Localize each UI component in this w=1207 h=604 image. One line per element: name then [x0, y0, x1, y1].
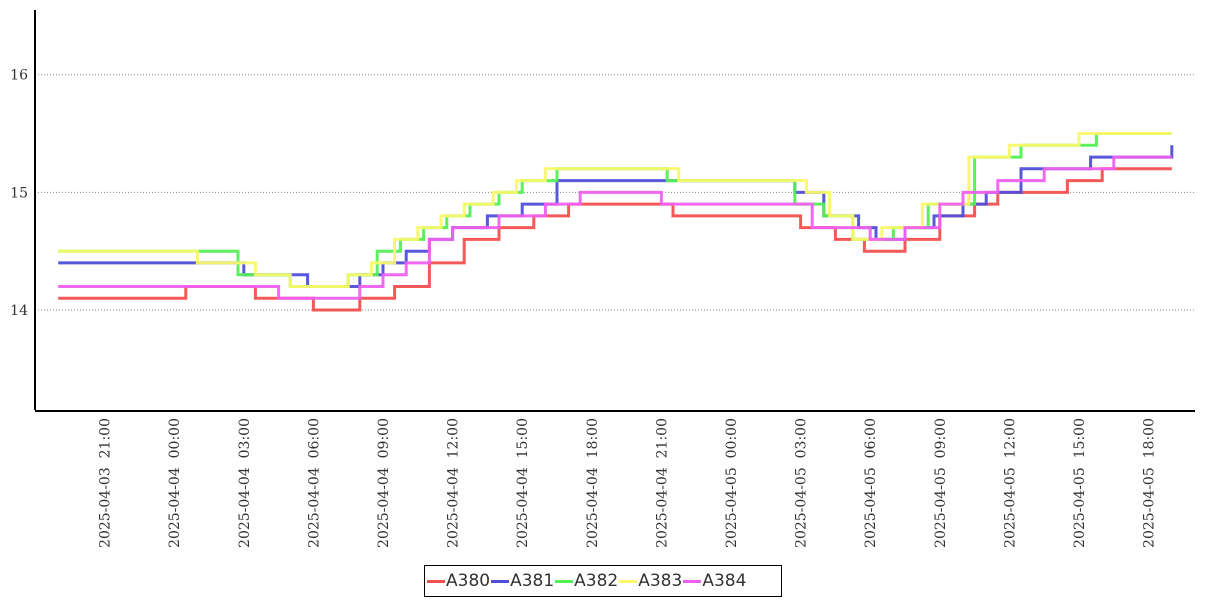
- series-lines: [58, 132, 1174, 312]
- chart-legend: A380 A381 A382 A383 A384: [424, 565, 782, 597]
- legend-item: A384: [683, 571, 747, 591]
- x-tick-label: 2025-04-05 00:00: [724, 418, 740, 548]
- x-tick-label: 2025-04-05 18:00: [1142, 418, 1158, 548]
- x-tick-label: 2025-04-04 00:00: [167, 418, 183, 548]
- legend-label: A380: [446, 571, 491, 591]
- legend-swatch: [491, 579, 510, 583]
- y-tick-label: 15: [10, 185, 28, 201]
- x-tick-label: 2025-04-03 21:00: [98, 418, 114, 548]
- x-tick-label: 2025-04-05 15:00: [1072, 418, 1088, 548]
- y-tick-label: 14: [10, 303, 28, 319]
- series-line-a384: [58, 155, 1172, 300]
- x-tick-label: 2025-04-04 18:00: [585, 418, 601, 548]
- x-tick-label: 2025-04-04 15:00: [515, 418, 531, 548]
- series-line-a383: [58, 132, 1172, 288]
- legend-swatch: [619, 579, 638, 583]
- legend-swatch: [555, 579, 574, 583]
- legend-label: A384: [702, 571, 747, 591]
- legend-label: A381: [510, 571, 555, 591]
- axes: [34, 10, 1195, 412]
- y-tick-labels: 14 15 16: [10, 68, 28, 319]
- x-tick-label: 2025-04-04 21:00: [654, 418, 670, 548]
- series-line-a381: [58, 145, 1174, 288]
- legend-label: A383: [638, 571, 683, 591]
- x-tick-label: 2025-04-05 03:00: [794, 418, 810, 548]
- legend-item: A380: [427, 571, 491, 591]
- series-line-a380: [58, 167, 1172, 312]
- legend-swatch: [427, 579, 445, 583]
- y-tick-label: 16: [10, 68, 28, 84]
- legend-item: A381: [491, 571, 555, 591]
- legend-item: A382: [555, 571, 619, 591]
- x-tick-labels: 2025-04-03 21:00 2025-04-04 00:00 2025-04-…: [98, 418, 1158, 548]
- legend-item: A383: [619, 571, 683, 591]
- x-tick-label: 2025-04-04 06:00: [306, 418, 322, 548]
- x-tick-label: 2025-04-04 09:00: [376, 418, 392, 548]
- x-tick-label: 2025-04-04 12:00: [446, 418, 462, 548]
- x-tick-label: 2025-04-04 03:00: [237, 418, 253, 548]
- legend-swatch: [683, 579, 702, 583]
- x-tick-label: 2025-04-05 12:00: [1002, 418, 1018, 548]
- x-tick-label: 2025-04-05 06:00: [863, 418, 879, 548]
- x-tick-label: 2025-04-05 09:00: [933, 418, 949, 548]
- legend-label: A382: [574, 571, 619, 591]
